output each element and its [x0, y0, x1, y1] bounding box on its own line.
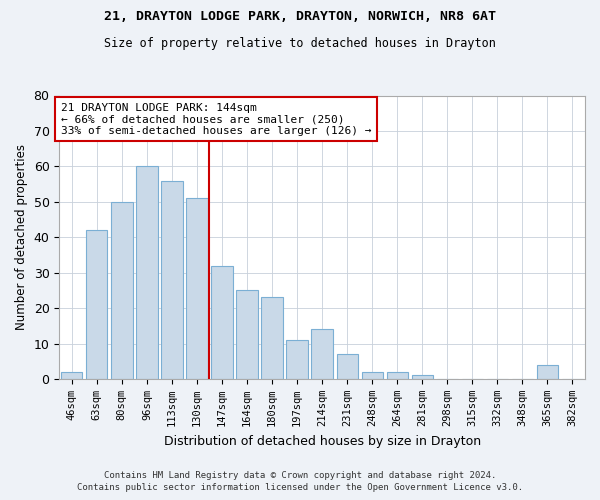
Bar [337, 354, 358, 379]
Y-axis label: Number of detached properties: Number of detached properties [15, 144, 28, 330]
Bar [86, 230, 107, 379]
Bar [236, 290, 257, 379]
Bar [111, 202, 133, 379]
Text: Size of property relative to detached houses in Drayton: Size of property relative to detached ho… [104, 38, 496, 51]
Bar [362, 372, 383, 379]
Bar [187, 198, 208, 379]
Bar [537, 365, 558, 379]
Text: Contains HM Land Registry data © Crown copyright and database right 2024.
Contai: Contains HM Land Registry data © Crown c… [77, 471, 523, 492]
Text: 21, DRAYTON LODGE PARK, DRAYTON, NORWICH, NR8 6AT: 21, DRAYTON LODGE PARK, DRAYTON, NORWICH… [104, 10, 496, 23]
Bar [161, 180, 182, 379]
Bar [386, 372, 408, 379]
Bar [311, 330, 333, 379]
Bar [136, 166, 158, 379]
Bar [61, 372, 82, 379]
Bar [211, 266, 233, 379]
Bar [286, 340, 308, 379]
X-axis label: Distribution of detached houses by size in Drayton: Distribution of detached houses by size … [164, 434, 481, 448]
Bar [262, 298, 283, 379]
Bar [412, 376, 433, 379]
Text: 21 DRAYTON LODGE PARK: 144sqm
← 66% of detached houses are smaller (250)
33% of : 21 DRAYTON LODGE PARK: 144sqm ← 66% of d… [61, 102, 371, 136]
